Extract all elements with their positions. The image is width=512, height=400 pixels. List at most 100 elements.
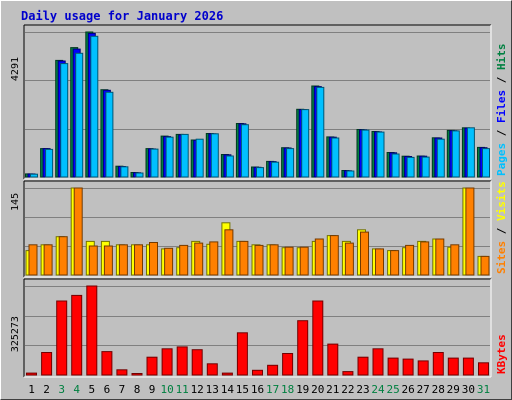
bar-pages-day-6: [105, 91, 114, 178]
bar-pages-day-7: [120, 166, 129, 178]
x-tick-label-day-5: 5: [88, 383, 95, 396]
bar-pages-day-24: [376, 131, 385, 178]
bar-kbytes-day-15: [236, 332, 248, 376]
x-tick-label-day-4: 4: [73, 383, 80, 396]
x-tick-label-day-17: 17: [266, 383, 279, 396]
bar-pages-day-12: [195, 138, 204, 178]
bar-pages-day-16: [256, 167, 264, 178]
bar-kbytes-day-5: [86, 285, 98, 376]
panel-kbytes: 325273 KBytes: [10, 278, 508, 378]
bar-sites-day-18: [284, 246, 294, 276]
bar-sites-day-10: [164, 247, 174, 276]
bar-sites-day-16: [254, 244, 264, 276]
legend-kbytes: KBytes: [495, 334, 508, 374]
x-tick-label-day-3: 3: [58, 383, 65, 396]
y-axis-max-label: 4291: [10, 57, 21, 81]
bar-sites-day-23: [360, 231, 369, 276]
x-tick-label-day-18: 18: [281, 383, 294, 396]
bar-sites-day-21: [329, 235, 339, 276]
bar-kbytes-day-12: [191, 349, 203, 376]
x-tick-label-day-7: 7: [119, 383, 126, 396]
bar-sites-day-22: [344, 242, 354, 276]
bar-pages-day-25: [391, 153, 400, 178]
bar-pages-day-30: [466, 127, 475, 178]
bar-sites-day-13: [209, 241, 219, 276]
bar-sites-day-20: [314, 238, 324, 276]
bar-sites-day-3: [58, 236, 68, 276]
bar-kbytes-day-23: [357, 356, 369, 376]
x-tick-label-day-8: 8: [134, 383, 141, 396]
x-tick-label-day-27: 27: [417, 383, 430, 396]
bar-kbytes-day-26: [402, 358, 414, 376]
x-tick-label-day-13: 13: [206, 383, 219, 396]
bar-pages-day-29: [451, 130, 460, 178]
bar-sites-day-7: [118, 244, 128, 276]
x-tick-label-day-29: 29: [447, 383, 460, 396]
bar-sites-day-9: [149, 242, 158, 276]
bar-sites-day-8: [134, 244, 143, 276]
bar-pages-day-18: [286, 148, 295, 178]
panel-visits-sites: 145 Sites / Visits: [10, 180, 508, 278]
bar-sites-day-17: [269, 244, 279, 276]
bar-kbytes-day-22: [342, 371, 354, 376]
bar-sites-day-31: [480, 255, 490, 276]
bar-sites-day-2: [43, 244, 53, 276]
bar-kbytes-day-25: [387, 357, 399, 376]
chart-title: Daily usage for January 2026: [21, 9, 223, 23]
legend-sites: Sites: [495, 241, 508, 274]
bar-pages-day-13: [210, 133, 219, 178]
bar-kbytes-day-4: [71, 294, 83, 376]
bar-sites-day-24: [375, 248, 384, 276]
bar-sites-day-5: [88, 245, 98, 276]
bar-pages-day-9: [150, 148, 159, 178]
bar-sites-day-27: [420, 241, 430, 276]
x-tick-label-day-23: 23: [356, 383, 369, 396]
x-tick-label-day-25: 25: [386, 383, 399, 396]
bar-sites-day-12: [194, 242, 204, 276]
legend-separator: /: [495, 70, 508, 90]
chart-panels: 4291 Pages / Files / Hits 145 Sites / Visit…: [10, 24, 508, 378]
x-tick-label-day-30: 30: [462, 383, 475, 396]
bar-kbytes-day-9: [146, 356, 158, 376]
bar-kbytes-day-8: [131, 373, 143, 376]
x-tick-label-day-15: 15: [236, 383, 249, 396]
bar-kbytes-day-29: [447, 357, 459, 376]
bar-pages-day-3: [60, 63, 69, 178]
bar-pages-day-5: [90, 35, 99, 178]
bar-kbytes-day-14: [221, 372, 233, 376]
bar-pages-day-28: [436, 138, 445, 178]
x-tick-label-day-14: 14: [221, 383, 235, 396]
y-axis-max-label: 325273: [10, 316, 21, 352]
x-tick-label-day-20: 20: [311, 383, 324, 396]
x-tick-label-day-21: 21: [326, 383, 339, 396]
bar-kbytes-day-19: [297, 320, 309, 376]
bar-pages-day-10: [165, 136, 174, 178]
bar-pages-day-20: [316, 86, 325, 178]
bar-pages-day-22: [346, 170, 355, 178]
bar-kbytes-day-1: [26, 372, 37, 376]
bar-kbytes-day-3: [56, 300, 68, 376]
bar-kbytes-day-18: [282, 353, 294, 376]
x-tick-label-day-19: 19: [296, 383, 309, 396]
panel-legend: KBytes: [495, 334, 508, 374]
x-tick-label-day-10: 10: [160, 383, 173, 396]
bar-sites-day-11: [179, 244, 189, 276]
bar-sites-day-4: [73, 187, 83, 276]
bar-sites-day-26: [405, 244, 415, 276]
panel-hits-files-pages: 4291 Pages / Files / Hits: [10, 24, 508, 180]
legend-hits: Hits: [495, 44, 508, 71]
bar-kbytes-day-11: [176, 346, 188, 376]
bar-pages-day-2: [45, 148, 54, 178]
legend-separator: /: [495, 221, 508, 241]
bar-sites-day-28: [435, 238, 445, 276]
bar-kbytes-day-10: [161, 348, 173, 376]
bar-pages-day-17: [271, 161, 280, 178]
x-tick-label-day-9: 9: [149, 383, 156, 396]
bar-kbytes-day-17: [267, 364, 279, 376]
legend-files: Files: [495, 90, 508, 123]
x-tick-label-day-16: 16: [251, 383, 264, 396]
bar-kbytes-day-28: [432, 352, 444, 376]
x-tick-label-day-31: 31: [477, 383, 490, 396]
